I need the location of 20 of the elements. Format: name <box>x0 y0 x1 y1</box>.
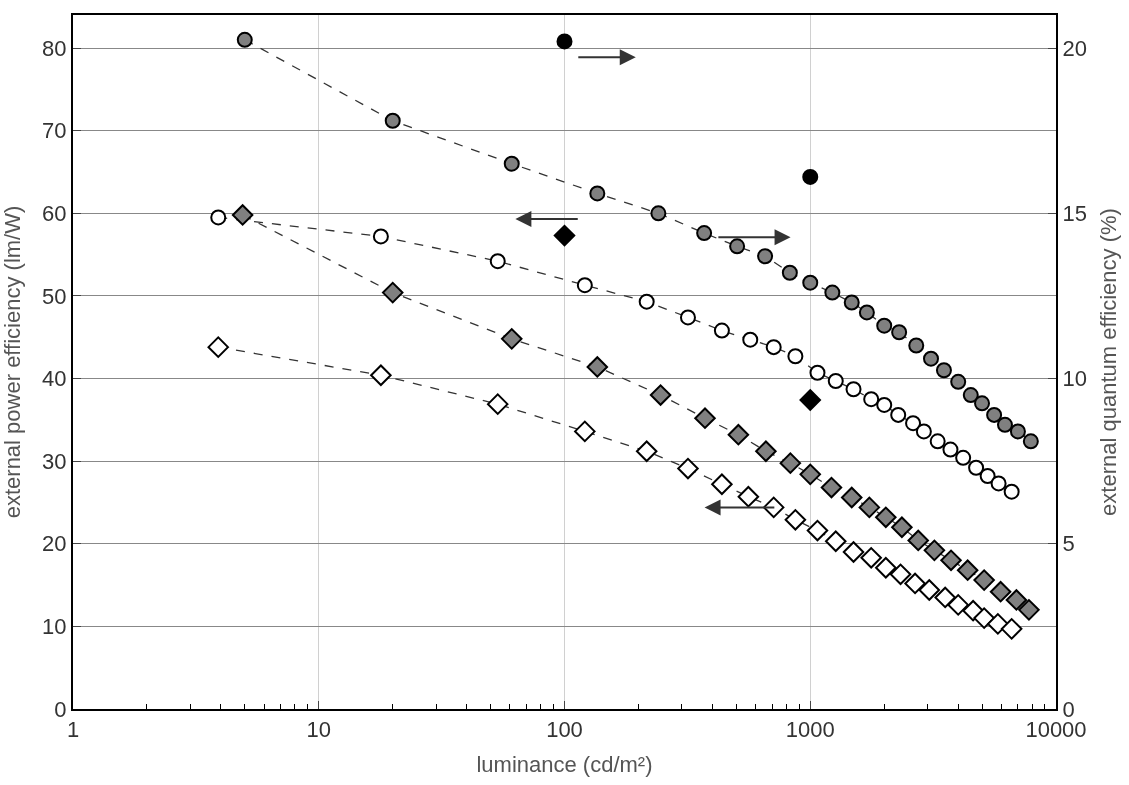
y-axis-title: external power efficiency (lm/W) <box>0 205 26 519</box>
y-tick-label: 10 <box>42 614 67 640</box>
y-tick-label: 50 <box>42 283 67 309</box>
y2-tick-label: 5 <box>1062 531 1075 557</box>
y2-tick-label: 10 <box>1062 366 1087 392</box>
y2-tick-label: 20 <box>1062 35 1087 61</box>
y2-tick-label: 15 <box>1062 200 1087 226</box>
y-tick-label: 30 <box>42 448 67 474</box>
y-tick-label: 20 <box>42 531 67 557</box>
y-tick-label: 80 <box>42 35 67 61</box>
x-axis-title: luminance (cd/m²) <box>476 751 653 777</box>
x-tick-label: 100 <box>546 717 583 743</box>
x-tick-label: 1 <box>66 717 80 743</box>
x-tick-label: 10 <box>306 717 331 743</box>
y-tick-label: 60 <box>42 200 67 226</box>
y2-axis-title: external quantum efficiency (%) <box>1096 208 1122 516</box>
y-tick-label: 0 <box>54 696 67 722</box>
x-tick-label: 1000 <box>785 717 835 743</box>
y-tick-label: 40 <box>42 366 67 392</box>
y-tick-label: 70 <box>42 118 67 144</box>
